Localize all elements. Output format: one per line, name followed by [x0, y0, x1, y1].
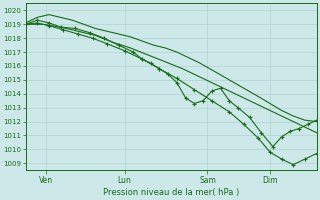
X-axis label: Pression niveau de la mer( hPa ): Pression niveau de la mer( hPa ) — [103, 188, 239, 197]
